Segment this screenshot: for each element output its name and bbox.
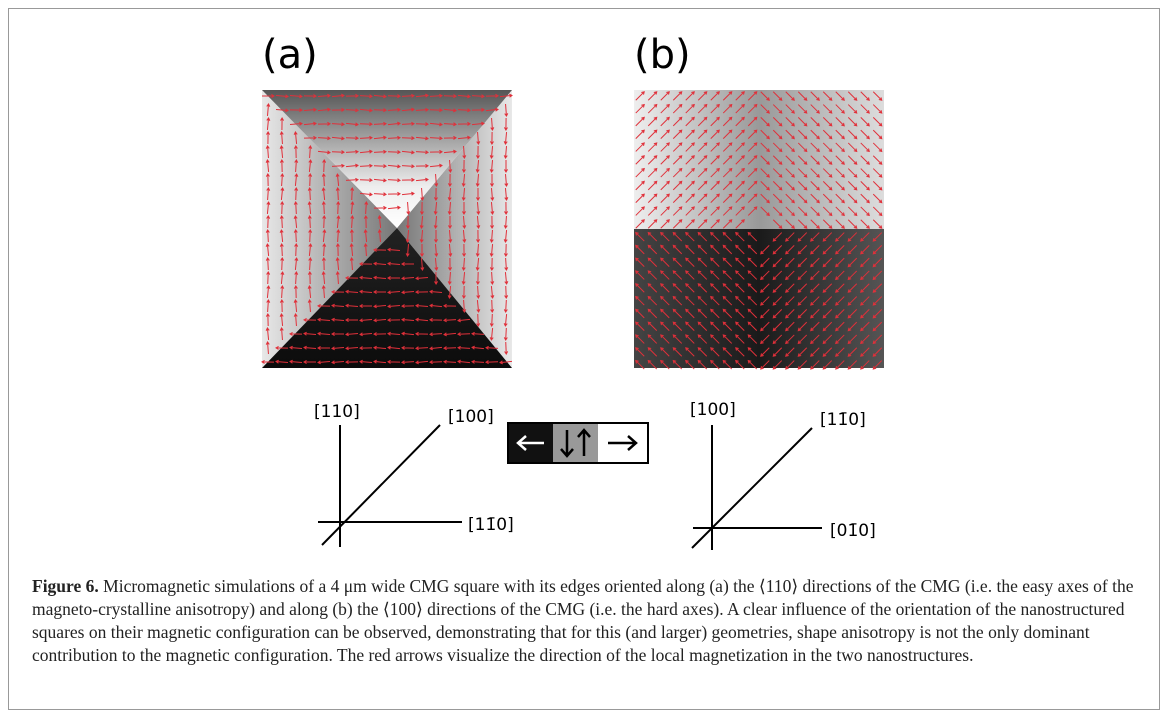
caption-text: Micromagnetic simulations of a 4 μm wide…	[32, 576, 1133, 665]
axis-label: [11̄0]	[468, 515, 514, 535]
figure: (a) (b) [110] [100] [11̄0] [100] [11̄0] …	[0, 0, 1170, 570]
simulation-b	[634, 90, 884, 368]
simulation-a	[262, 90, 512, 368]
axis-label: [110]	[314, 402, 360, 422]
page: (a) (b) [110] [100] [11̄0] [100] [11̄0] …	[0, 0, 1170, 719]
axis-label: [11̄0]	[820, 410, 866, 430]
panel-label: (a)	[262, 32, 318, 78]
axis-label: [01̄0]	[830, 521, 876, 541]
caption: Figure 6. Micromagnetic simulations of a…	[32, 575, 1142, 667]
legend-box	[508, 423, 648, 463]
axes-b	[692, 425, 822, 550]
caption-label: Figure 6.	[32, 576, 99, 596]
axis-label: [100]	[690, 400, 736, 420]
panel-label: (b)	[634, 32, 691, 78]
axes-a	[318, 425, 462, 547]
axis-label: [100]	[448, 407, 494, 427]
